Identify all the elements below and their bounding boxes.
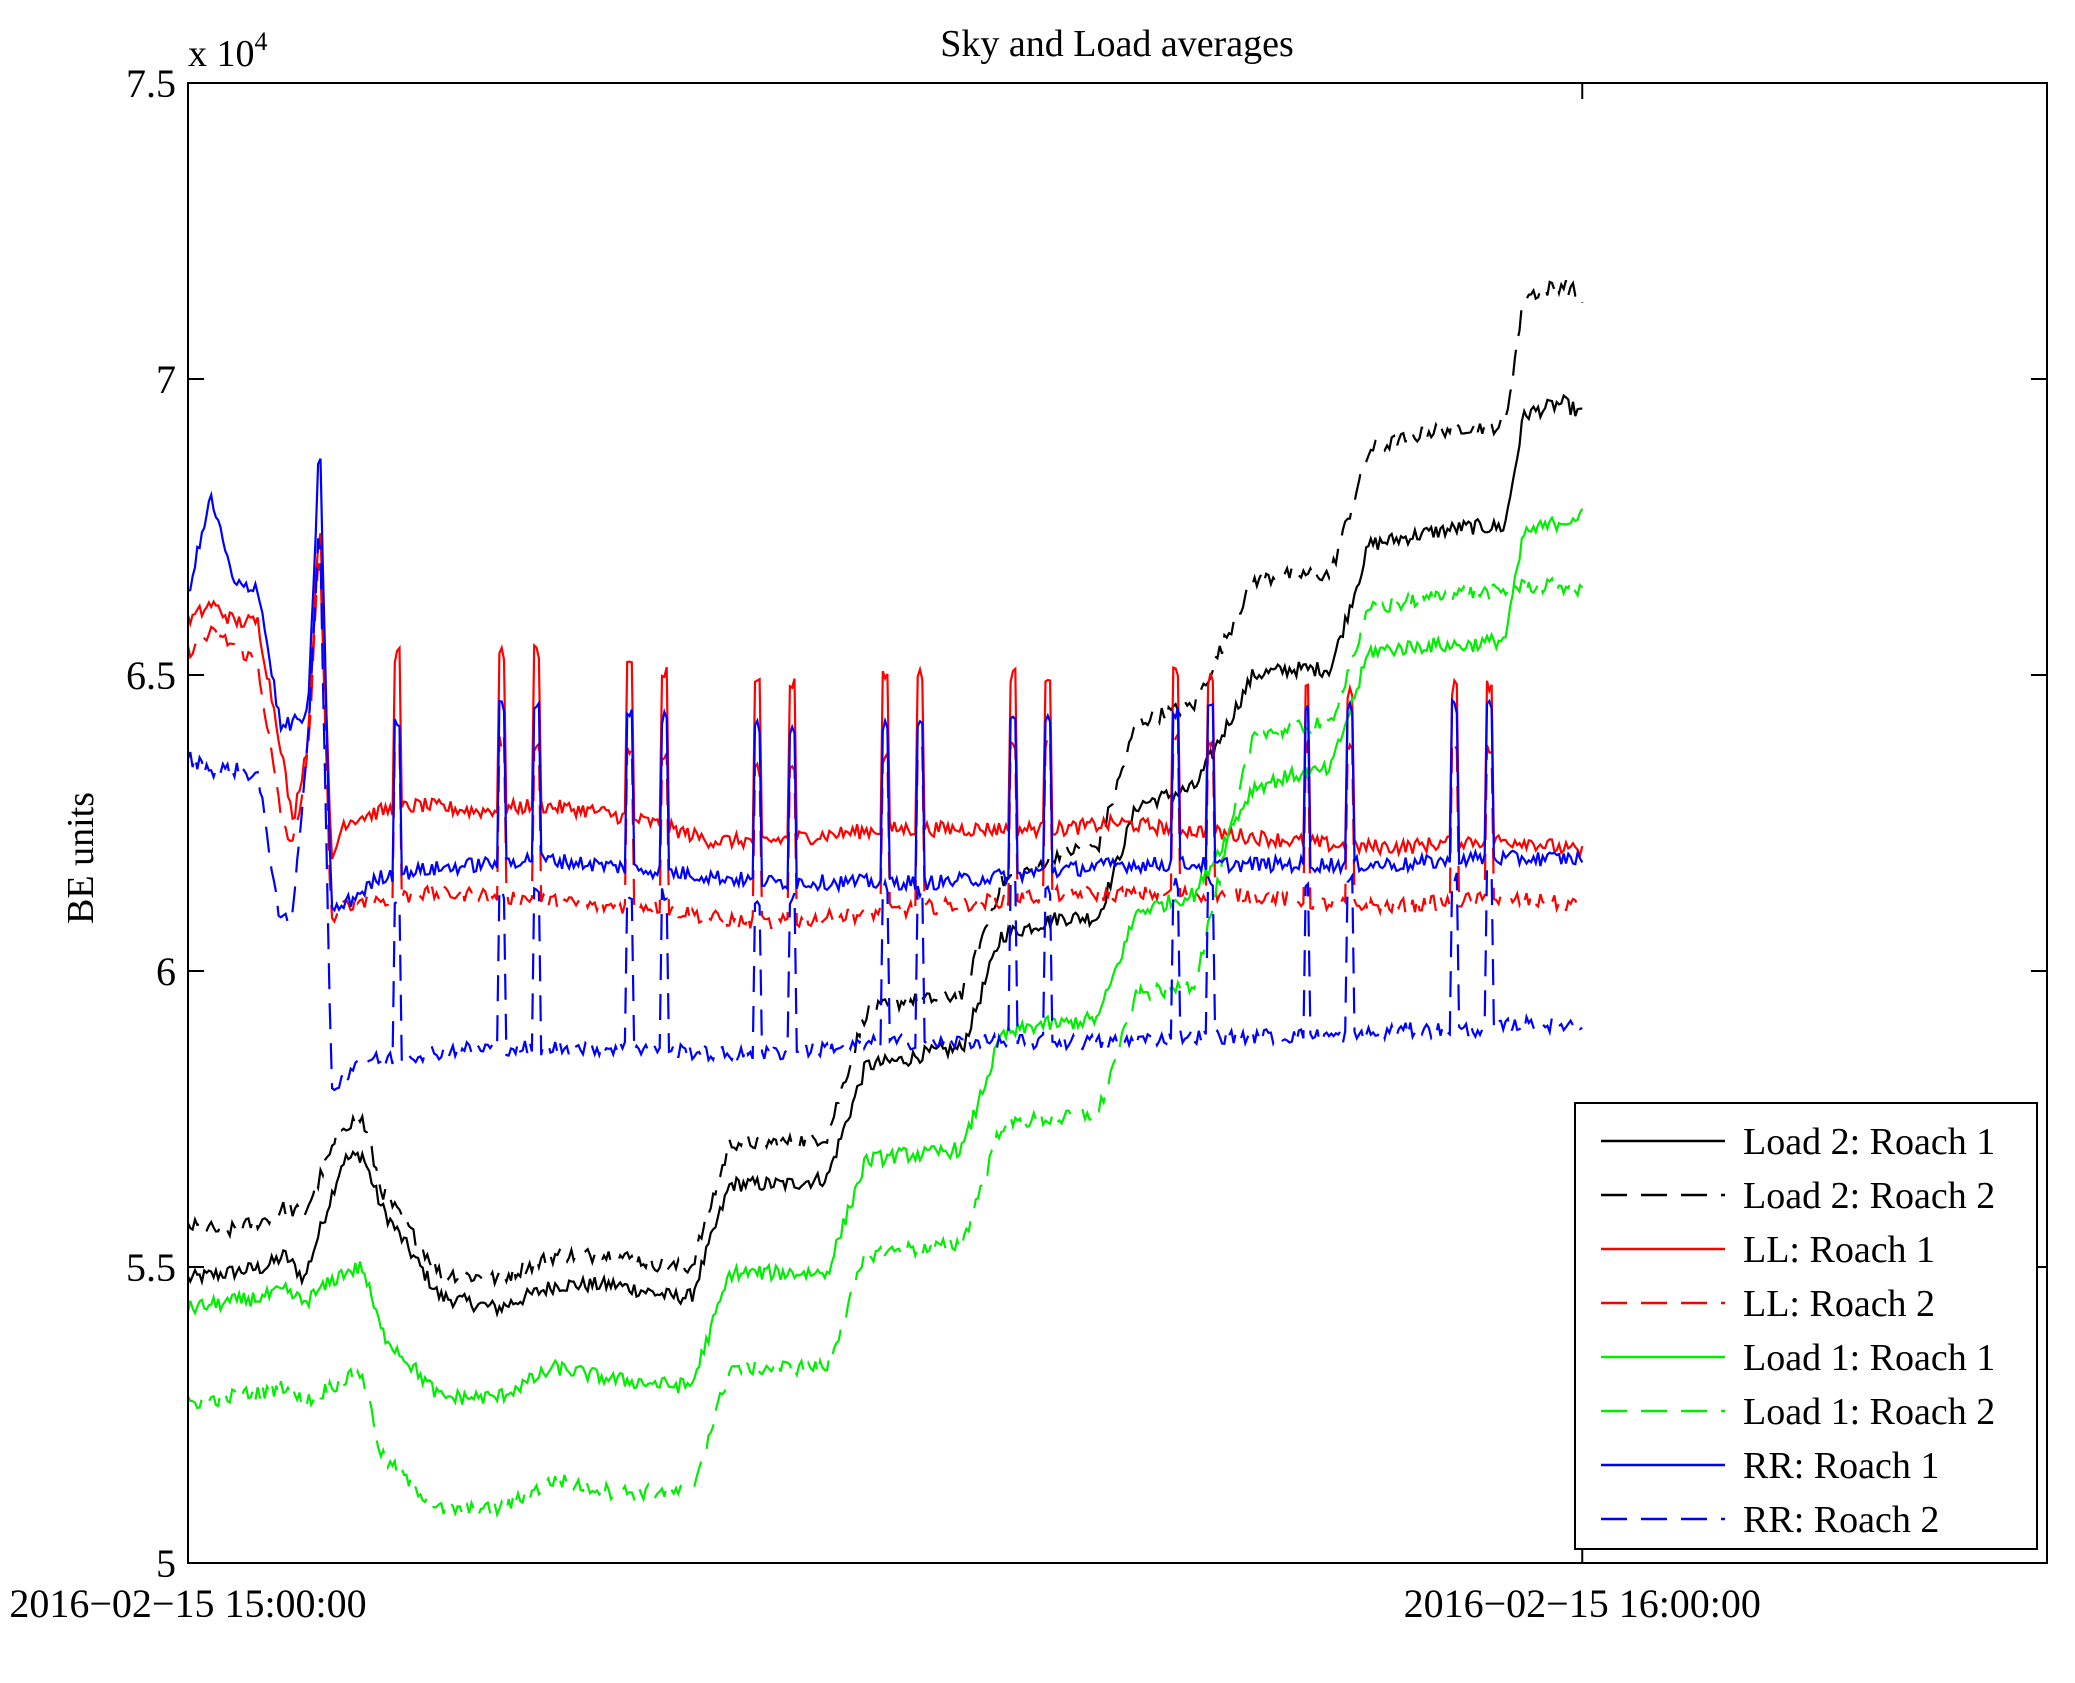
legend: Load 2: Roach 1 Load 2: Roach 2 LL: Roach … bbox=[1574, 1102, 2038, 1550]
plot-frame bbox=[187, 82, 2048, 1564]
legend-entry-label: RR: Roach 2 bbox=[1743, 1499, 1939, 1541]
y-axis-label: BE units bbox=[60, 792, 102, 924]
y-exponent-power: 4 bbox=[255, 27, 268, 56]
y-tick-label: 7.5 bbox=[126, 61, 176, 106]
x-tick-label: 2016−02−15 16:00:00 bbox=[1404, 1581, 1761, 1626]
series-line-8 bbox=[186, 538, 1583, 1092]
y-tick-label: 5 bbox=[156, 1541, 176, 1586]
legend-entry-label: Load 1: Roach 1 bbox=[1743, 1337, 1995, 1379]
series-layer bbox=[186, 280, 1584, 1519]
series-line-5 bbox=[186, 508, 1584, 1406]
y-tick-label: 5.5 bbox=[126, 1245, 176, 1290]
chart-title: Sky and Load averages bbox=[940, 23, 1294, 65]
legend-entry-label: Load 1: Roach 2 bbox=[1743, 1391, 1995, 1433]
series-line-2 bbox=[187, 280, 1584, 1288]
legend-entry-label: Load 2: Roach 2 bbox=[1743, 1175, 1995, 1217]
y-tick-label: 6.5 bbox=[126, 653, 176, 698]
x-tick-label: 2016−02−15 15:00:00 bbox=[9, 1581, 366, 1626]
legend-entry-label: Load 2: Roach 1 bbox=[1743, 1121, 1995, 1163]
y-exponent-label: x 104 bbox=[188, 27, 268, 75]
legend-entry-label: LL: Roach 2 bbox=[1743, 1283, 1935, 1325]
legend-entry-label: RR: Roach 1 bbox=[1743, 1445, 1939, 1487]
series-line-6 bbox=[187, 576, 1584, 1519]
legend-entry-label: LL: Roach 1 bbox=[1743, 1229, 1935, 1271]
y-tick-label: 7 bbox=[156, 357, 176, 402]
legend-box bbox=[1574, 1102, 2038, 1550]
y-exponent-base: x 10 bbox=[188, 33, 255, 75]
series-line-7 bbox=[187, 458, 1584, 913]
series-line-3 bbox=[186, 533, 1584, 860]
axes-layer: 5 5.5 6 6.5 7 7.5 2016−02−15 15:00:00 2016−02−1… bbox=[9, 61, 2048, 1626]
series-line-1 bbox=[187, 393, 1583, 1318]
series-line-4 bbox=[186, 562, 1584, 930]
y-tick-label: 6 bbox=[156, 949, 176, 994]
